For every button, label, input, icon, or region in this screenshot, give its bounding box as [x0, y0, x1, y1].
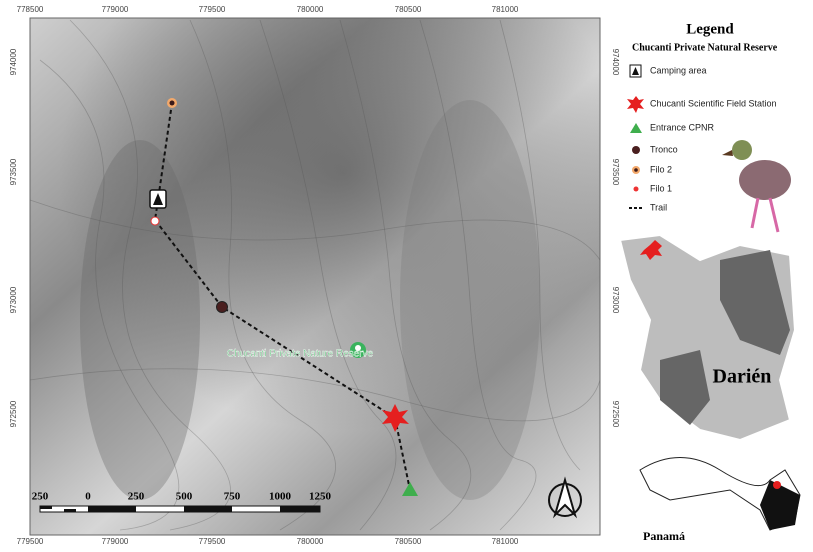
legend-item: Trail [650, 202, 667, 212]
panama-inset: Panamá [640, 458, 800, 543]
camping-marker [150, 190, 166, 208]
coord-label: 779000 [102, 5, 129, 14]
tronco-marker [217, 302, 228, 313]
legend-subtitle: Chucanti Private Natural Reserve [632, 42, 778, 53]
filo-1-marker [151, 217, 159, 225]
coord-label: 780000 [297, 5, 324, 14]
legend-item: Chucanti Scientific Field Station [650, 98, 777, 108]
scale-label: 500 [176, 491, 193, 503]
coord-label: 780500 [395, 5, 422, 14]
scale-label: 250 [128, 491, 145, 503]
coord-label: 781000 [492, 537, 519, 546]
coord-label: 779000 [102, 537, 129, 546]
coord-label: 973500 [9, 158, 18, 185]
filo-2-marker [170, 101, 175, 106]
scale-label: 1000 [269, 491, 292, 503]
coord-label: 973500 [611, 159, 620, 186]
coord-label: 972500 [611, 401, 620, 428]
coord-label: 972500 [9, 400, 18, 427]
scale-label: 250 [32, 491, 49, 503]
coord-label: 973000 [611, 287, 620, 314]
scale-label: 0 [85, 491, 91, 503]
coord-label: 973000 [9, 286, 18, 313]
coord-label: 779500 [17, 537, 44, 546]
page: Chucanti Private Nature Reserve 250 0 250 5… [0, 0, 813, 547]
legend-title: Legend [686, 21, 734, 37]
map: Chucanti Private Nature Reserve 250 0 250 5… [30, 18, 600, 535]
darien-inset: Darién [620, 235, 795, 440]
coord-label: 974000 [611, 49, 620, 76]
bird-illustration [722, 140, 791, 232]
coord-label: 780000 [297, 537, 324, 546]
legend-item: Filo 1 [650, 183, 672, 193]
region-label: Darién [713, 366, 772, 388]
legend-item: Camping area [650, 65, 707, 75]
place-label: Chucanti Private Nature Reserve [227, 349, 374, 360]
country-label: Panamá [643, 529, 685, 543]
coord-label: 781000 [492, 5, 519, 14]
scale-label: 1250 [309, 491, 332, 503]
legend-item: Entrance CPNR [650, 122, 715, 132]
coord-label: 779500 [199, 5, 226, 14]
coord-label: 974000 [9, 48, 18, 75]
coord-label: 780500 [395, 537, 422, 546]
legend-item: Tronco [650, 144, 678, 154]
legend: Legend Chucanti Private Natural Reserve … [627, 21, 791, 232]
legend-item: Filo 2 [650, 164, 672, 174]
scale-label: 750 [224, 491, 241, 503]
coord-label: 779500 [199, 537, 226, 546]
coord-label: 778500 [17, 5, 44, 14]
scale-bar [40, 506, 320, 512]
